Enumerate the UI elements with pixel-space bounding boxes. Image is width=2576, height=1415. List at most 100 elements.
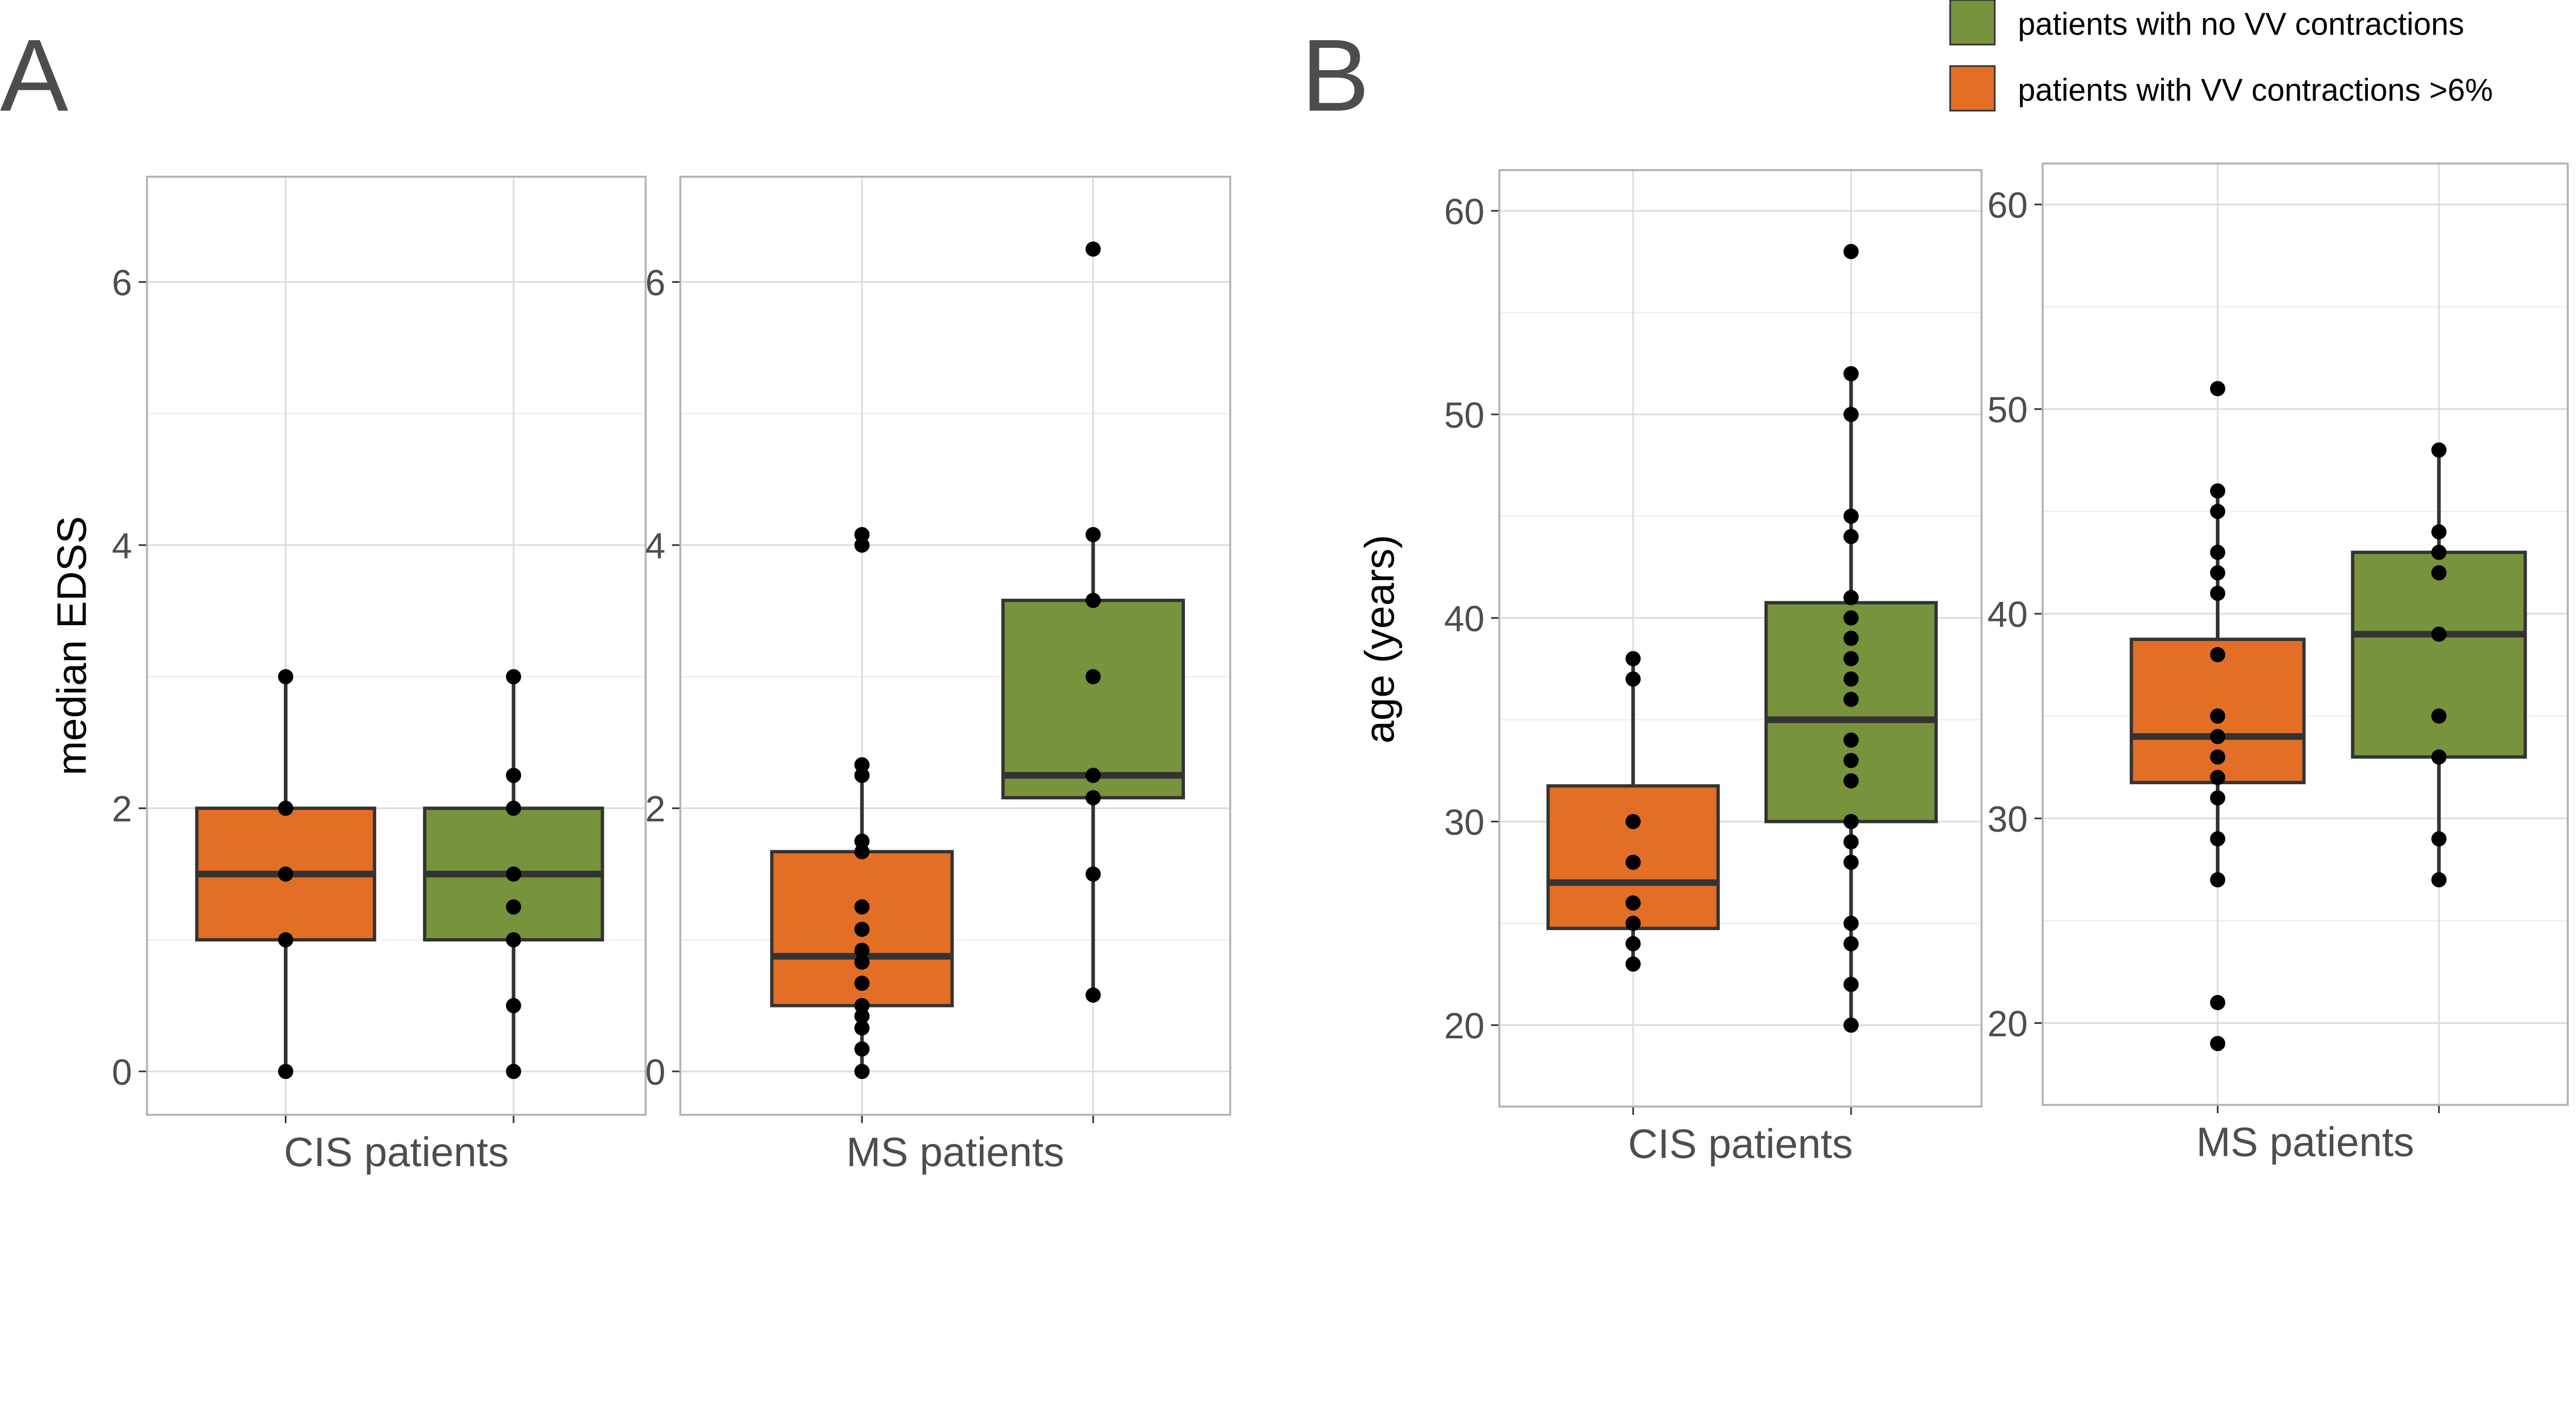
data-point bbox=[1843, 834, 1859, 850]
data-point bbox=[1843, 814, 1859, 830]
data-point bbox=[2210, 503, 2226, 519]
legend-swatch-orange bbox=[1949, 65, 1996, 112]
data-point bbox=[1086, 593, 1101, 608]
panel-2: 20 30 40 50 60 CIS patients bbox=[1444, 169, 1983, 1167]
data-point bbox=[2210, 790, 2226, 806]
data-point bbox=[506, 800, 521, 816]
x-axis-label: MS patients bbox=[2196, 1119, 2414, 1165]
panel-border bbox=[146, 176, 647, 1116]
y-tick-label: 0 bbox=[112, 1052, 132, 1092]
boxplot-vv-contractions bbox=[2129, 381, 2306, 1051]
data-point bbox=[1625, 956, 1641, 972]
panel-border bbox=[1498, 169, 1983, 1108]
data-point bbox=[506, 866, 521, 882]
data-point bbox=[1843, 732, 1859, 748]
y-tick-label: 20 bbox=[1444, 1005, 1484, 1046]
y-tick-label: 4 bbox=[645, 526, 665, 566]
panel-label-a: A bbox=[0, 19, 69, 133]
data-point bbox=[1843, 590, 1859, 605]
data-point bbox=[1625, 936, 1641, 952]
boxplot-no-vv-contractions bbox=[1001, 241, 1185, 1003]
data-point bbox=[2210, 749, 2226, 765]
data-point bbox=[2431, 831, 2447, 847]
data-point bbox=[2431, 442, 2447, 458]
x-axis-label: CIS patients bbox=[1628, 1120, 1853, 1167]
data-point bbox=[278, 800, 294, 816]
data-point bbox=[506, 669, 521, 684]
data-point bbox=[854, 1020, 870, 1036]
data-point bbox=[1625, 814, 1641, 830]
boxplot-vv-contractions bbox=[1546, 651, 1720, 972]
data-point bbox=[2431, 749, 2447, 765]
data-point bbox=[2210, 565, 2226, 581]
data-point bbox=[854, 767, 870, 783]
data-point bbox=[2210, 647, 2226, 663]
data-point bbox=[1843, 916, 1859, 931]
y-tick-label: 40 bbox=[1987, 594, 2027, 635]
data-point bbox=[1843, 1017, 1859, 1033]
data-point bbox=[278, 866, 294, 882]
y-axis-label-age: age (years) bbox=[1356, 535, 1402, 744]
data-point bbox=[1843, 651, 1859, 667]
y-tick-label: 4 bbox=[112, 526, 132, 566]
data-point bbox=[2431, 708, 2447, 724]
data-point bbox=[854, 1008, 870, 1024]
data-point bbox=[1086, 527, 1101, 543]
data-point bbox=[854, 757, 870, 773]
y-tick-label: 30 bbox=[1444, 802, 1484, 843]
data-point bbox=[506, 1064, 521, 1079]
legend-label-green: patients with no VV contractions bbox=[2018, 6, 2464, 41]
data-point bbox=[1843, 366, 1859, 381]
panel-background bbox=[147, 176, 646, 1115]
data-point bbox=[1086, 241, 1101, 257]
y-tick-label: 60 bbox=[1987, 184, 2027, 225]
data-point bbox=[1086, 767, 1101, 783]
data-point bbox=[1843, 976, 1859, 992]
data-point bbox=[2431, 872, 2447, 888]
data-point bbox=[854, 942, 870, 958]
y-tick-label: 2 bbox=[645, 788, 665, 829]
data-point bbox=[854, 954, 870, 970]
panels: 0 2 4 6 CIS patients 0 2 4 6 MS patients 20 30 40 50 6… bbox=[112, 162, 2569, 1175]
y-tick-label: 20 bbox=[1987, 1003, 2027, 1044]
data-point bbox=[854, 844, 870, 860]
data-point bbox=[2210, 381, 2226, 396]
data-point bbox=[1843, 610, 1859, 626]
data-point bbox=[1843, 631, 1859, 646]
y-tick-label: 0 bbox=[645, 1052, 665, 1092]
data-point bbox=[2210, 872, 2226, 888]
data-point bbox=[1843, 244, 1859, 259]
data-point bbox=[2210, 483, 2226, 499]
data-point bbox=[1843, 508, 1859, 524]
data-point bbox=[1086, 669, 1101, 684]
y-tick-label: 50 bbox=[1987, 390, 2027, 430]
panel-label-b: B bbox=[1301, 19, 1370, 133]
panel-border bbox=[679, 176, 1231, 1116]
y-tick-label: 6 bbox=[112, 262, 132, 303]
boxplot-no-vv-contractions bbox=[2351, 442, 2527, 888]
data-point bbox=[2431, 565, 2447, 581]
panel-3: 20 30 40 50 60 MS patients bbox=[1987, 162, 2569, 1165]
data-point bbox=[1086, 987, 1101, 1003]
y-tick-label: 40 bbox=[1444, 598, 1484, 639]
data-point bbox=[2431, 524, 2447, 540]
data-point bbox=[854, 833, 870, 849]
data-point bbox=[506, 932, 521, 948]
figure: patients with no VV contractions patient… bbox=[0, 0, 2569, 1175]
x-axis-label: CIS patients bbox=[284, 1128, 509, 1175]
data-point bbox=[1843, 854, 1859, 870]
y-tick-label: 6 bbox=[645, 262, 665, 303]
y-axis-label-edss: median EDSS bbox=[48, 516, 95, 776]
data-point bbox=[2210, 1036, 2226, 1051]
data-point bbox=[1625, 671, 1641, 687]
box bbox=[2351, 550, 2527, 759]
data-point bbox=[1843, 936, 1859, 952]
data-point bbox=[854, 537, 870, 553]
data-point bbox=[2210, 708, 2226, 724]
data-point bbox=[506, 998, 521, 1014]
data-point bbox=[1086, 866, 1101, 882]
data-point bbox=[1625, 895, 1641, 911]
legend-swatch-green bbox=[1949, 0, 1996, 46]
data-point bbox=[2210, 995, 2226, 1010]
data-point bbox=[1625, 651, 1641, 667]
